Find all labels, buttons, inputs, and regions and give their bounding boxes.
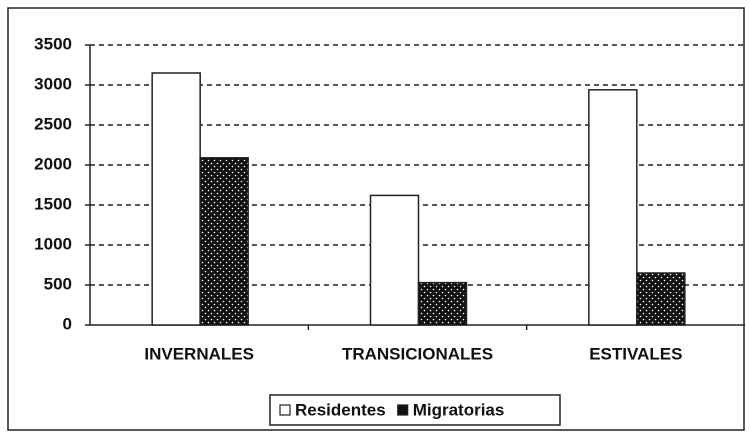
y-tick-label: 1500 <box>34 194 72 213</box>
y-tick-label: 3500 <box>34 34 72 53</box>
legend-swatch <box>279 404 291 416</box>
y-tick-label: 2500 <box>34 114 72 133</box>
y-tick-label: 1000 <box>34 234 72 253</box>
bar <box>369 194 420 326</box>
bar <box>151 72 201 326</box>
y-tick-label: 2000 <box>34 154 72 173</box>
x-tick-label: ESTIVALES <box>589 344 682 363</box>
x-tick-label: TRANSICIONALES <box>342 344 493 363</box>
bar <box>417 281 468 326</box>
legend-label: Residentes <box>295 400 386 419</box>
legend-box <box>269 394 561 426</box>
bar <box>588 89 638 326</box>
x-tick-label: INVERNALES <box>144 344 254 363</box>
y-tick-label: 0 <box>63 314 72 333</box>
y-tick-label: 500 <box>44 274 72 293</box>
legend-label: Migratorias <box>413 400 505 419</box>
bar <box>199 157 249 326</box>
bar <box>636 272 686 326</box>
y-tick-label: 3000 <box>34 74 72 93</box>
legend-swatch <box>397 404 409 416</box>
